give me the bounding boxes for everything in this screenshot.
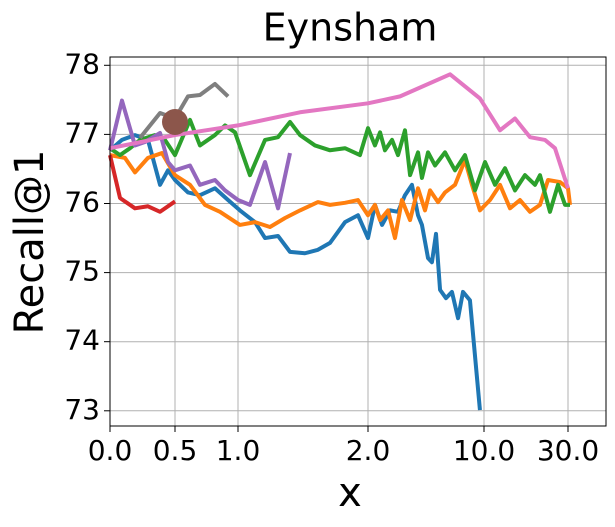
series-line — [109, 151, 573, 241]
y-tick-label: 77 — [64, 116, 100, 149]
plot-frame — [109, 56, 607, 427]
y-tick-label: 76 — [64, 185, 100, 218]
x-tick-label: 0.5 — [153, 434, 198, 467]
x-tick-label: 2.0 — [346, 434, 391, 467]
x-tick-label: 10.0 — [453, 434, 515, 467]
y-tick-label: 73 — [64, 393, 100, 426]
x-tick-label: 0.0 — [88, 434, 133, 467]
series-line — [108, 133, 482, 411]
marker — [162, 108, 188, 135]
series-line — [109, 72, 570, 189]
y-axis-label: Recall@1 — [7, 150, 53, 335]
x-tick-label: 1.0 — [216, 434, 261, 467]
y-tick-label: 78 — [64, 47, 100, 80]
x-tick-label: 30.0 — [537, 434, 599, 467]
chart-title: Eynsham — [263, 6, 438, 50]
x-axis-label: x — [338, 470, 362, 516]
y-tick-label: 75 — [64, 255, 100, 288]
series-line — [138, 81, 230, 140]
y-tick-label: 74 — [64, 324, 100, 357]
series-line — [108, 117, 571, 214]
series-line — [108, 98, 292, 211]
series-line — [108, 154, 177, 214]
